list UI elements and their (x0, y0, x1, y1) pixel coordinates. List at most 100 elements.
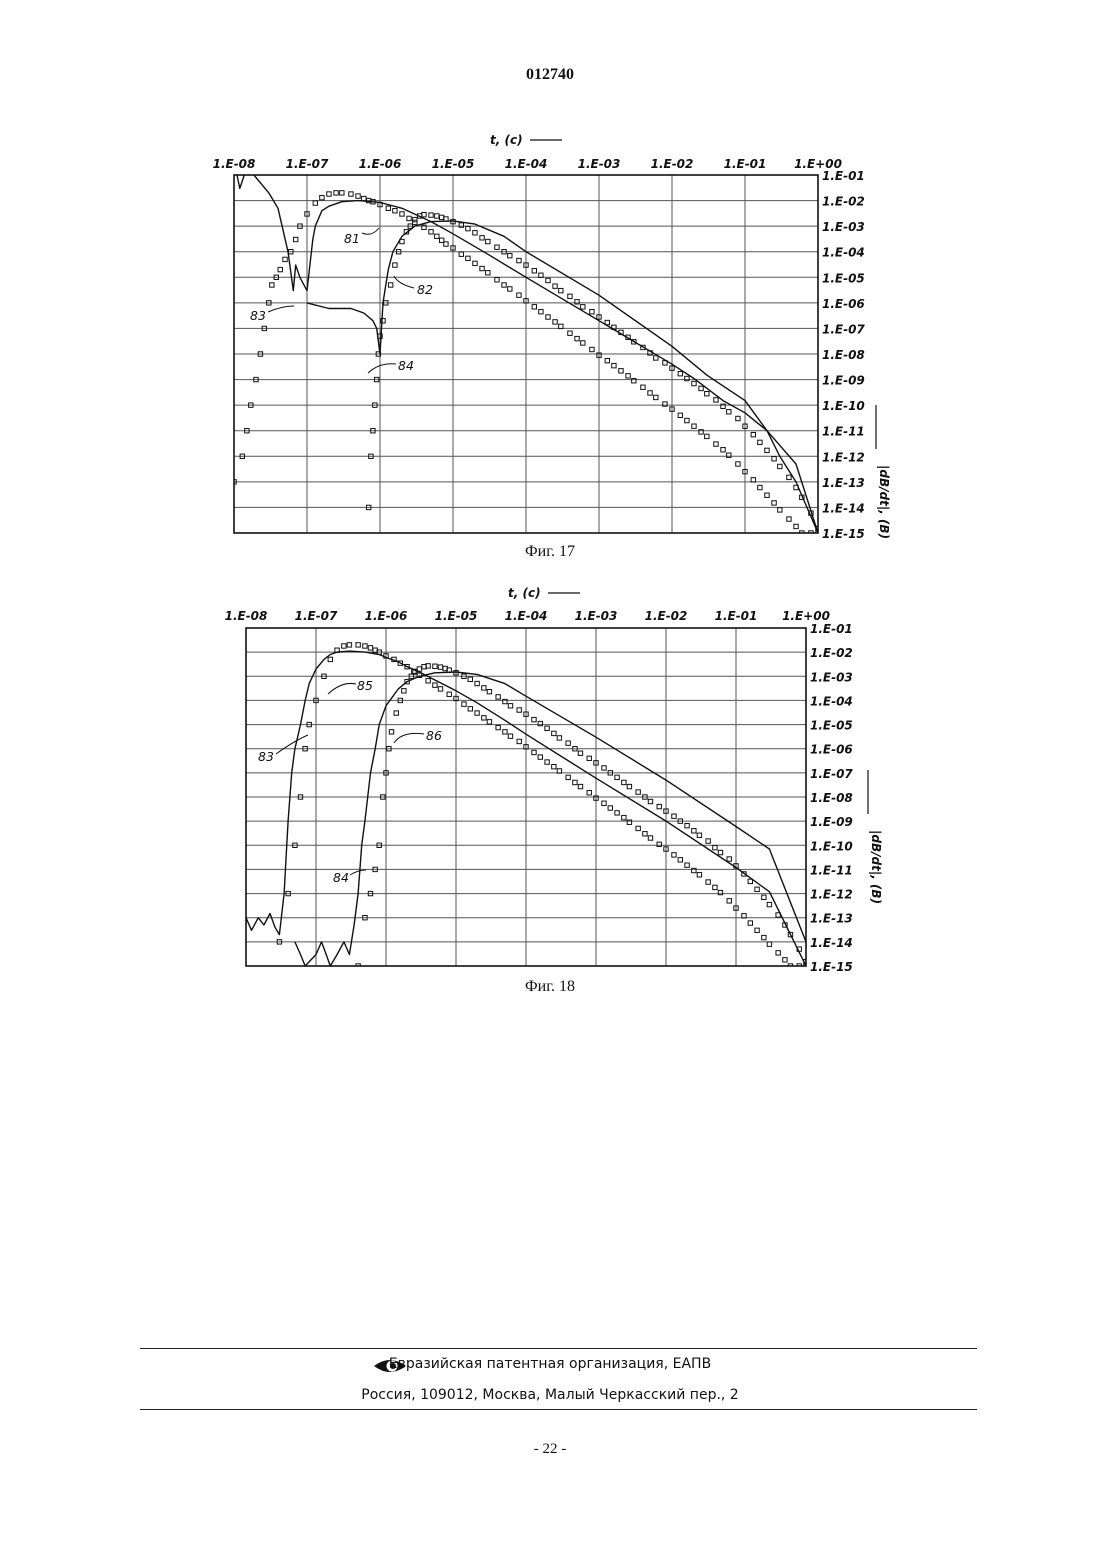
fig17-series-84 (366, 213, 820, 531)
fig18-marker-84 (394, 711, 398, 715)
fig18-marker-83 (755, 928, 759, 932)
fig17-marker-83 (486, 271, 490, 275)
fig17-x-tick-label: 1.E-04 (505, 157, 548, 171)
fig18-y-tick-label: 1.E-08 (810, 791, 853, 805)
fig18-marker-83 (438, 687, 442, 691)
fig18-marker-84 (417, 667, 421, 671)
fig17-marker-83 (714, 442, 718, 446)
fig18-marker-84 (552, 731, 556, 735)
fig17-marker-84 (435, 214, 439, 218)
fig17-y-tick-label: 1.E-15 (822, 527, 865, 540)
fig17-marker-83 (546, 315, 550, 319)
fig17-marker-83 (612, 363, 616, 367)
fig17-series-83 (225, 191, 820, 536)
fig17-marker-83 (495, 278, 499, 282)
fig18-marker-83 (532, 750, 536, 754)
fig18-curve-label-85: 85 (357, 678, 373, 693)
fig17-marker-84 (393, 263, 397, 267)
fig17-x-tick-label: 1.E-01 (724, 157, 767, 171)
fig18-marker-83 (648, 836, 652, 840)
fig17-marker-83 (502, 283, 506, 287)
fig17-marker-83 (278, 267, 282, 271)
fig18-series-84 (356, 664, 808, 969)
fig17-marker-83 (225, 531, 229, 535)
fig18-marker-84 (438, 665, 442, 669)
fig18-y-tick-label: 1.E-02 (810, 646, 853, 660)
fig18-marker-84 (482, 686, 486, 690)
fig17-marker-84 (692, 381, 696, 385)
fig18-x-tick-label: 1.E-04 (505, 609, 548, 623)
fig18-marker-84 (648, 799, 652, 803)
fig17-curve-label-83: 83 (250, 308, 266, 323)
fig18-marker-83 (678, 858, 682, 862)
fig18-marker-84 (402, 689, 406, 693)
fig18-x-tick-label: 1.E+00 (782, 609, 830, 623)
fig18-marker-84 (713, 845, 717, 849)
fig17-y-tick-label: 1.E-12 (822, 450, 865, 464)
fig18-y-tick-label: 1.E-09 (810, 815, 853, 829)
fig18-marker-83 (482, 716, 486, 720)
fig18-marker-83 (566, 775, 570, 779)
fig18-marker-84 (487, 689, 491, 693)
fig17-x-tick-label: 1.E-02 (651, 157, 694, 171)
footer-address: Россия, 109012, Москва, Малый Черкасский… (0, 1387, 1100, 1403)
fig18-marker-83 (578, 784, 582, 788)
fig17-marker-83 (553, 320, 557, 324)
fig18-marker-83 (503, 730, 507, 734)
fig18-marker-84 (697, 833, 701, 837)
fig17-marker-84 (508, 253, 512, 257)
fig18-marker-84 (557, 736, 561, 740)
fig17-marker-83 (619, 369, 623, 373)
fig18-callout-line-84 (350, 870, 366, 875)
fig18-marker-83 (368, 646, 372, 650)
fig17-marker-84 (736, 416, 740, 420)
fig17-marker-83 (721, 448, 725, 452)
fig17-marker-83 (568, 331, 572, 335)
fig18-marker-84 (755, 887, 759, 891)
fig17-marker-84 (772, 457, 776, 461)
fig18-series-86 (295, 672, 806, 966)
fig17-marker-84 (495, 245, 499, 249)
fig18-y-tick-label: 1.E-06 (810, 743, 853, 757)
fig17-marker-83 (765, 493, 769, 497)
fig18-marker-83 (462, 702, 466, 706)
fig18-marker-83 (767, 942, 771, 946)
figure-17-chart: 1.E-081.E-071.E-061.E-051.E-041.E-031.E-… (0, 120, 1100, 540)
fig17-y-tick-label: 1.E-14 (822, 501, 865, 515)
fig17-marker-84 (553, 284, 557, 288)
fig18-marker-84 (718, 850, 722, 854)
fig17-marker-83 (772, 501, 776, 505)
fig17-marker-83 (334, 191, 338, 195)
fig17-marker-83 (400, 212, 404, 216)
fig18-x-tick-label: 1.E-05 (435, 609, 478, 623)
fig17-marker-84 (581, 305, 585, 309)
fig18-marker-83 (342, 644, 346, 648)
fig18-x-axis-title: t, (c) (508, 586, 541, 600)
fig17-marker-83 (736, 462, 740, 466)
fig17-marker-83 (393, 209, 397, 213)
fig18-curve-label-84: 84 (333, 870, 349, 885)
fig18-marker-84 (517, 708, 521, 712)
fig18-marker-83 (508, 734, 512, 738)
fig17-marker-84 (778, 464, 782, 468)
fig18-marker-84 (727, 857, 731, 861)
fig18-callout-line-85 (328, 683, 356, 694)
fig17-marker-83 (473, 261, 477, 265)
fig18-marker-83 (538, 755, 542, 759)
fig17-grid (234, 175, 818, 533)
fig18-marker-84 (636, 790, 640, 794)
fig17-marker-83 (532, 305, 536, 309)
fig17-series-81 (237, 167, 818, 533)
fig17-x-tick-label: 1.E-06 (359, 157, 402, 171)
fig17-marker-83 (313, 201, 317, 205)
fig18-marker-83 (672, 853, 676, 857)
fig17-marker-83 (517, 293, 521, 297)
fig17-marker-83 (685, 418, 689, 422)
fig18-marker-84 (615, 775, 619, 779)
fig17-marker-84 (486, 239, 490, 243)
fig18-marker-84 (762, 895, 766, 899)
fig18-y-tick-label: 1.E-15 (810, 960, 853, 974)
document-number: 012740 (0, 66, 1100, 84)
fig18-marker-83 (447, 692, 451, 696)
fig17-y-tick-label: 1.E-07 (822, 322, 865, 336)
